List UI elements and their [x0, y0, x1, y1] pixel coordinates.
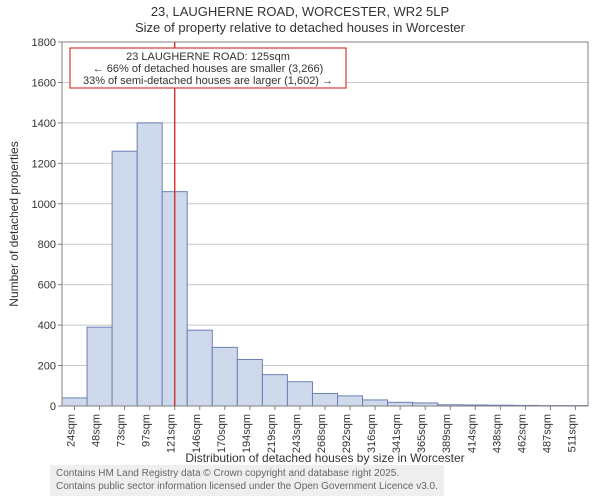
- histogram-bar: [237, 359, 262, 406]
- x-tick-label: 365sqm: [416, 414, 428, 453]
- y-tick-label: 1400: [32, 118, 56, 130]
- x-tick-label: 316sqm: [366, 414, 378, 453]
- x-tick-label: 219sqm: [266, 414, 278, 453]
- y-tick-label: 600: [38, 280, 56, 292]
- histogram-bar: [312, 393, 337, 406]
- annotation-line1: ← 66% of detached houses are smaller (3,…: [93, 63, 324, 75]
- chart-title-line2: Size of property relative to detached ho…: [135, 20, 466, 35]
- histogram-bar: [87, 327, 112, 406]
- histogram-bar: [363, 400, 388, 406]
- x-tick-label: 268sqm: [316, 414, 328, 453]
- histogram-bar: [388, 402, 413, 406]
- y-tick-label: 0: [50, 401, 56, 413]
- x-tick-label: 487sqm: [541, 414, 553, 453]
- annotation-title: 23 LAUGHERNE ROAD: 125sqm: [126, 51, 290, 63]
- x-tick-label: 243sqm: [291, 414, 303, 453]
- footer-line-1: Contains HM Land Registry data © Crown c…: [56, 468, 438, 481]
- y-tick-label: 400: [38, 320, 56, 332]
- y-tick-label: 1600: [32, 77, 56, 89]
- x-tick-label: 462sqm: [516, 414, 528, 453]
- attribution-footer: Contains HM Land Registry data © Crown c…: [50, 465, 444, 496]
- y-tick-label: 800: [38, 239, 56, 251]
- y-tick-label: 200: [38, 361, 56, 373]
- x-tick-label: 146sqm: [191, 414, 203, 453]
- x-tick-label: 292sqm: [341, 414, 353, 453]
- footer-line-2: Contains public sector information licen…: [56, 481, 438, 494]
- y-axis-label: Number of detached properties: [7, 141, 21, 306]
- x-tick-label: 170sqm: [216, 414, 228, 453]
- histogram-bar: [112, 151, 137, 406]
- histogram-bar: [187, 330, 212, 406]
- histogram-bar: [262, 375, 287, 406]
- histogram-bar: [137, 123, 162, 406]
- x-tick-label: 97sqm: [141, 414, 153, 447]
- x-tick-label: 48sqm: [91, 414, 103, 447]
- chart-svg: 23, LAUGHERNE ROAD, WORCESTER, WR2 5LPSi…: [0, 0, 600, 500]
- y-tick-label: 1200: [32, 158, 56, 170]
- x-tick-label: 389sqm: [441, 414, 453, 453]
- histogram-bar: [62, 398, 87, 406]
- x-axis-label: Distribution of detached houses by size …: [185, 451, 464, 465]
- x-tick-label: 24sqm: [66, 414, 78, 447]
- chart-title-line1: 23, LAUGHERNE ROAD, WORCESTER, WR2 5LP: [151, 4, 449, 19]
- x-tick-label: 511sqm: [566, 414, 578, 452]
- histogram-bar: [338, 396, 363, 406]
- annotation-line2: 33% of semi-detached houses are larger (…: [83, 75, 333, 87]
- x-tick-label: 121sqm: [166, 414, 178, 453]
- x-tick-label: 194sqm: [241, 414, 253, 453]
- property-size-histogram: 23, LAUGHERNE ROAD, WORCESTER, WR2 5LPSi…: [0, 0, 600, 500]
- y-tick-label: 1800: [32, 37, 56, 49]
- y-tick-label: 1000: [32, 199, 56, 211]
- histogram-bar: [287, 382, 312, 406]
- histogram-bar: [212, 347, 237, 406]
- x-tick-label: 73sqm: [116, 414, 128, 447]
- x-tick-label: 341sqm: [391, 414, 403, 453]
- x-tick-label: 414sqm: [466, 414, 478, 453]
- x-tick-label: 438sqm: [491, 414, 503, 453]
